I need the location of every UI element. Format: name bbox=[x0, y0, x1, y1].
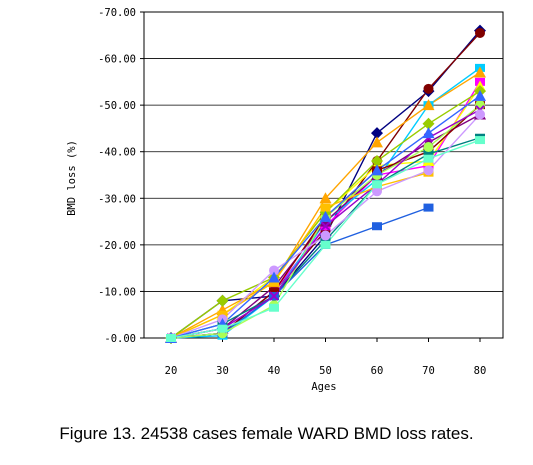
data-point bbox=[320, 221, 331, 231]
y-tick-label: -70.00 bbox=[98, 7, 136, 19]
y-tick-label: -50.00 bbox=[98, 100, 136, 112]
data-point bbox=[371, 127, 383, 140]
series-markers bbox=[165, 24, 486, 344]
y-axis-label: BMD loss (%) bbox=[66, 140, 78, 216]
data-point bbox=[423, 150, 434, 159]
data-point bbox=[372, 186, 382, 197]
data-point bbox=[423, 142, 434, 153]
y-tick-label: -40.00 bbox=[98, 147, 136, 159]
x-tick-label: 70 bbox=[422, 365, 435, 377]
data-point bbox=[319, 210, 332, 222]
bmd-loss-line-chart: -0.00 -10.00 -20.00 -30.00 -40.00 -50.00 -60.0… bbox=[66, 7, 504, 393]
data-point bbox=[217, 324, 228, 333]
x-axis-label: Ages bbox=[311, 381, 336, 393]
data-point bbox=[320, 203, 331, 212]
data-point bbox=[422, 127, 435, 139]
data-point bbox=[423, 154, 434, 163]
data-point bbox=[371, 136, 383, 148]
x-tick-label: 30 bbox=[216, 365, 229, 377]
data-point bbox=[166, 334, 176, 342]
x-tick-label: 40 bbox=[268, 365, 281, 377]
data-point bbox=[320, 230, 331, 241]
plot-area bbox=[143, 11, 504, 339]
data-point bbox=[423, 165, 434, 176]
data-point bbox=[474, 66, 486, 78]
y-tick-label: -0.00 bbox=[104, 333, 136, 345]
data-point bbox=[475, 136, 485, 145]
x-tick-label: 60 bbox=[371, 365, 384, 377]
figure-caption: Figure 13. 24538 cases female WARD BMD l… bbox=[59, 424, 474, 443]
data-point bbox=[216, 294, 229, 307]
data-point bbox=[319, 192, 332, 204]
data-point bbox=[320, 240, 331, 249]
data-point bbox=[475, 109, 485, 120]
y-tick-label: -60.00 bbox=[98, 54, 136, 66]
x-tick-label: 80 bbox=[474, 365, 487, 377]
data-point bbox=[475, 27, 485, 38]
data-point bbox=[269, 303, 279, 312]
data-point bbox=[372, 180, 382, 189]
data-point bbox=[268, 271, 280, 283]
data-point bbox=[422, 117, 435, 130]
data-point bbox=[269, 291, 279, 301]
x-tick-label: 50 bbox=[319, 365, 332, 377]
series-line bbox=[170, 171, 429, 339]
y-tick-label: -20.00 bbox=[98, 240, 136, 252]
data-point bbox=[422, 99, 435, 111]
data-point bbox=[371, 164, 383, 176]
plot-border bbox=[143, 11, 504, 339]
data-point bbox=[269, 287, 279, 296]
data-point bbox=[423, 83, 434, 94]
y-tick-label: -10.00 bbox=[98, 286, 136, 298]
data-point bbox=[423, 203, 434, 212]
axes: -0.00 -10.00 -20.00 -30.00 -40.00 -50.00 -60.0… bbox=[98, 7, 486, 377]
data-point bbox=[474, 89, 486, 101]
data-point bbox=[372, 222, 382, 231]
y-tick-label: -30.00 bbox=[98, 193, 136, 205]
data-point bbox=[371, 155, 383, 168]
data-point bbox=[269, 265, 279, 276]
x-tick-label: 20 bbox=[165, 365, 178, 377]
